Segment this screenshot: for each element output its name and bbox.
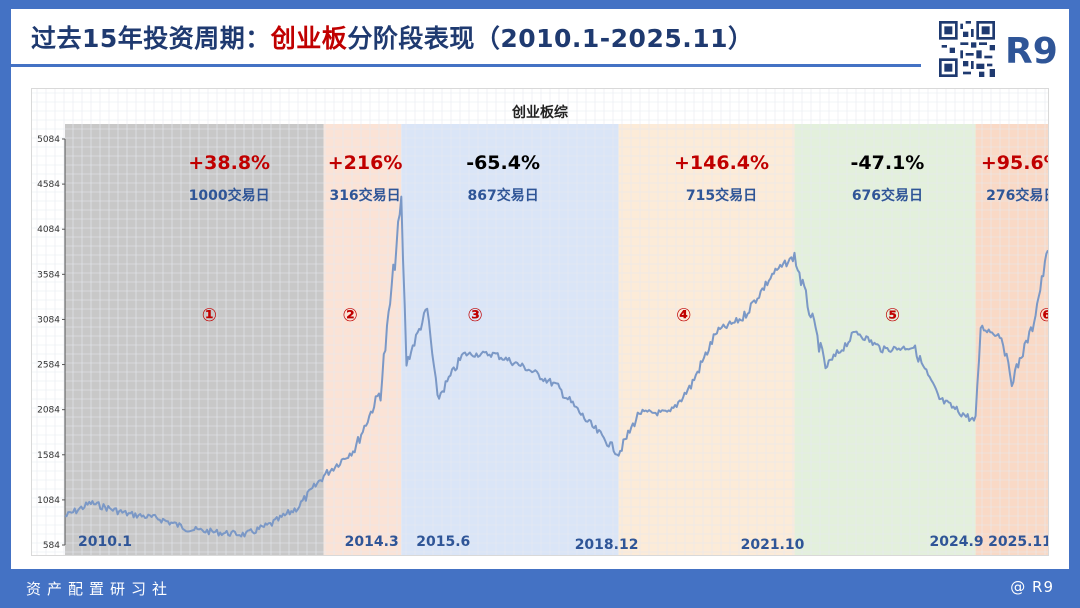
title-prefix: 过去15年投资周期：	[31, 24, 271, 53]
x-date-label: 2015.6	[416, 534, 470, 550]
y-tick-label: 3584	[37, 270, 60, 280]
phase-change-2: +216%	[328, 152, 403, 174]
x-date-label: 2021.10	[741, 537, 805, 553]
phase-days-5: 676交易日	[852, 187, 923, 204]
phase-marker-3: ③	[467, 305, 482, 326]
chart-grid	[32, 89, 1048, 555]
phase-marker-4: ④	[676, 305, 691, 326]
phase-marker-6: ⑥	[1039, 305, 1048, 326]
footer-handle: @ R9	[1010, 578, 1054, 596]
page-title: 过去15年投资周期：创业板分阶段表现（2010.1-2025.11）	[31, 19, 754, 55]
chart-svg: 创业板综 584 1084 1584 2084 2584 3084 3584 4084 4584 5…	[32, 89, 1048, 555]
y-tick-label: 4584	[37, 180, 60, 190]
phase-days-6: 276交易日	[986, 187, 1048, 204]
phase-change-6: +95.6%	[981, 152, 1048, 174]
phase-marker-5: ⑤	[885, 305, 900, 326]
series-line-chuangye-index	[64, 195, 1048, 538]
phase-days-1: 1000交易日	[189, 187, 270, 204]
y-tick-label: 1084	[37, 496, 60, 506]
phase-change-5: -47.1%	[851, 152, 925, 174]
title-suffix: 分阶段表现（2010.1-2025.11）	[347, 24, 754, 53]
x-date-label: 2014.3	[345, 534, 399, 550]
title-highlight: 创业板	[270, 24, 348, 53]
slide-card: 过去15年投资周期：创业板分阶段表现（2010.1-2025.11） R9 创业…	[11, 9, 1069, 569]
phase-change-3: -65.4%	[466, 152, 540, 174]
qr-code-icon	[939, 21, 995, 77]
phase-marker-2: ②	[342, 305, 357, 326]
phase-band-4	[618, 124, 795, 555]
phase-change-4: +146.4%	[674, 152, 769, 174]
x-date-label: 2025.11	[988, 534, 1048, 550]
title-underline	[11, 64, 921, 67]
x-date-label: 2018.12	[575, 537, 639, 553]
phase-band-5	[794, 124, 976, 555]
chart-title: 创业板综	[511, 104, 568, 121]
x-date-label: 2010.1	[78, 534, 132, 550]
r9-logo: R9	[1005, 31, 1058, 72]
y-tick-label: 584	[43, 541, 60, 551]
phase-days-3: 867交易日	[467, 187, 538, 204]
footer-source: 资产配置研习社	[26, 580, 174, 598]
x-date-label: 2024.9	[930, 534, 984, 550]
y-tick-label: 4084	[37, 225, 60, 235]
phase-band-3	[401, 124, 619, 555]
y-tick-label: 1584	[37, 451, 60, 461]
phase-band-1	[65, 124, 324, 555]
y-tick-label: 2584	[37, 361, 60, 371]
y-tick-label: 3084	[37, 315, 60, 325]
phase-days-2: 316交易日	[329, 187, 400, 204]
phase-marker-1: ①	[202, 305, 217, 326]
y-tick-label: 2084	[37, 406, 60, 416]
chart-area: 创业板综 584 1084 1584 2084 2584 3084 3584 4084 4584 5…	[31, 88, 1049, 556]
y-tick-label: 5084	[37, 135, 60, 145]
phase-days-4: 715交易日	[686, 187, 757, 204]
phase-change-1: +38.8%	[188, 152, 270, 174]
phase-band-2	[323, 124, 402, 555]
